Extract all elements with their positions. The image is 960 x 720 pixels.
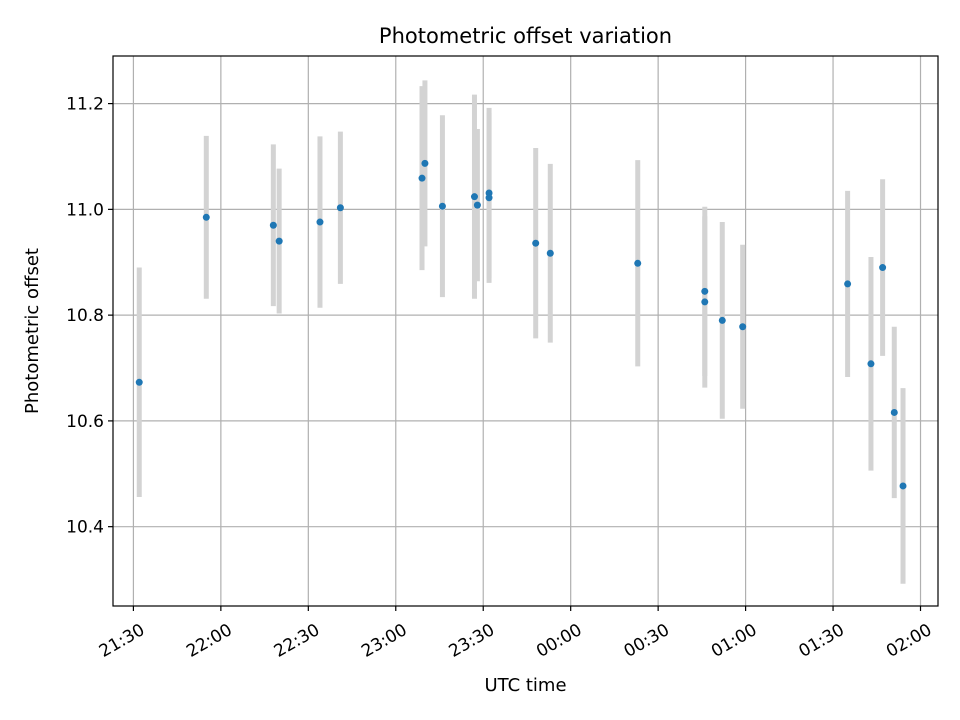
data-point <box>890 408 898 416</box>
chart-title: Photometric offset variation <box>379 24 672 48</box>
data-point <box>718 316 726 324</box>
y-tick-label: 10.6 <box>66 412 104 432</box>
data-point <box>473 201 481 209</box>
data-point <box>844 280 852 288</box>
data-point <box>546 249 554 257</box>
data-point <box>336 204 344 212</box>
data-point <box>275 237 283 245</box>
y-tick-label: 10.4 <box>66 518 104 538</box>
data-point <box>485 194 493 202</box>
data-point <box>867 360 875 368</box>
data-point <box>899 482 907 490</box>
data-point <box>701 298 709 306</box>
grid <box>113 56 938 606</box>
data-point <box>316 218 324 226</box>
data-point <box>269 221 277 229</box>
data-point <box>739 323 747 331</box>
data-point <box>418 174 426 182</box>
data-point <box>701 287 709 295</box>
data-point <box>202 213 210 221</box>
data-point <box>438 202 446 210</box>
y-axis-title: Photometric offset <box>22 248 43 414</box>
y-tick-label: 11.0 <box>66 200 104 220</box>
y-tick-label: 11.2 <box>66 95 104 115</box>
y-tick-label: 10.8 <box>66 306 104 326</box>
data-point <box>532 239 540 247</box>
data-point <box>879 264 887 272</box>
data-point <box>421 159 429 167</box>
data-point <box>135 378 143 386</box>
data-point <box>470 193 478 201</box>
data-points <box>135 159 907 490</box>
plot-frame <box>112 55 939 607</box>
data-point <box>634 259 642 267</box>
x-axis-title: UTC time <box>484 675 566 696</box>
